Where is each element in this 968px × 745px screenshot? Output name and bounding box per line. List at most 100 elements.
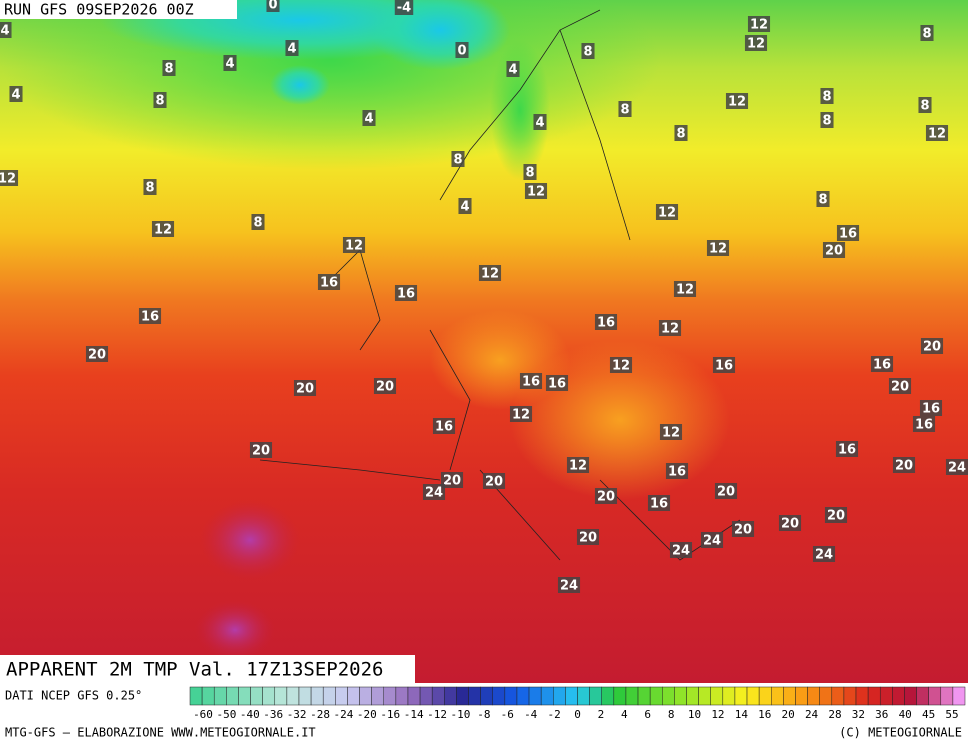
colorbar-tick-label: 14	[735, 708, 749, 721]
label-box	[576, 529, 600, 545]
colorbar-swatch	[637, 686, 651, 706]
contour-label: 20	[597, 490, 615, 505]
contour-label: 8	[164, 62, 173, 77]
run-label: RUN GFS 09SEP2026 00Z	[4, 1, 194, 19]
label-box	[919, 400, 943, 416]
contour-label: 20	[376, 380, 394, 395]
contour-label: 20	[296, 382, 314, 397]
contour-label: 20	[895, 459, 913, 474]
contour-label: 4	[460, 200, 469, 215]
label-box	[455, 42, 469, 58]
contour-label: 16	[435, 420, 453, 435]
label-box	[920, 338, 944, 354]
colorbar-swatch	[879, 686, 893, 706]
contour-label: 8	[818, 193, 827, 208]
colorbar-swatch	[322, 686, 336, 706]
label-box	[581, 43, 595, 59]
colorbar-swatch	[952, 686, 966, 706]
colorbar-swatch	[771, 686, 784, 706]
colorbar-swatch	[226, 686, 239, 706]
label-box	[669, 542, 693, 558]
label-box	[293, 380, 317, 396]
colorbar-swatch	[783, 686, 796, 706]
label-box	[659, 424, 683, 440]
label-box	[162, 60, 176, 76]
contour-label: 12	[728, 95, 746, 110]
colorbar-tick-label: 28	[828, 708, 841, 721]
label-box	[524, 183, 548, 199]
contour-label: -4	[397, 1, 411, 16]
label-box	[912, 416, 936, 432]
contour-label: 16	[141, 310, 159, 325]
colorbar-swatch	[916, 686, 929, 706]
label-box	[836, 225, 860, 241]
contour-label: 12	[709, 242, 727, 257]
colorbar-swatch	[262, 686, 276, 706]
colorbar-tick-label: -16	[380, 708, 400, 721]
contour-label: 20	[485, 475, 503, 490]
label-box	[778, 515, 802, 531]
contour-label: 8	[822, 114, 831, 129]
colorbar-tick-label: -20	[357, 708, 377, 721]
colorbar-swatch	[238, 686, 251, 706]
contour-label: 8	[253, 216, 262, 231]
colorbar-swatch	[613, 686, 627, 706]
contour-label: 8	[676, 127, 685, 142]
colorbar-tick-label: 16	[758, 708, 771, 721]
contour-label: 4	[11, 88, 20, 103]
coastline	[259, 9, 741, 561]
colorbar-swatch	[407, 686, 421, 706]
colorbar-tick-label: -14	[404, 708, 424, 721]
contour-label: 4	[225, 57, 234, 72]
colorbar-swatch	[577, 686, 590, 706]
contour-label: 12	[928, 127, 946, 142]
colorbar-swatch	[250, 686, 263, 706]
colorbar-tick-label: -24	[334, 708, 354, 721]
colorbar-tick-label: -28	[310, 708, 330, 721]
label-box	[812, 546, 836, 562]
label-box	[478, 265, 502, 281]
contour-label: 12	[747, 37, 765, 52]
contour-label: 8	[525, 166, 534, 181]
contour-label: 4	[287, 42, 296, 57]
contour-label: 8	[822, 90, 831, 105]
colorbar-swatch	[940, 686, 954, 706]
colorbar-tick-label: 45	[922, 708, 935, 721]
contour-label: 8	[453, 153, 462, 168]
colorbar-swatch	[335, 686, 348, 706]
colorbar-swatch	[492, 686, 506, 706]
label-box	[731, 521, 755, 537]
colorbar-swatch	[189, 686, 203, 706]
label-box	[920, 25, 934, 41]
colorbar-swatch	[625, 686, 639, 706]
colorbar-swatch	[686, 686, 699, 706]
colorbar-swatch	[734, 686, 748, 706]
contour-label: 16	[320, 276, 338, 291]
contour-label: 20	[734, 523, 752, 538]
colorbar-tick-label: -32	[287, 708, 307, 721]
contour-label: 16	[915, 418, 933, 433]
label-box	[519, 373, 543, 389]
contour-label: 20	[579, 531, 597, 546]
contour-label: 16	[922, 402, 940, 417]
contour-label: 20	[717, 485, 735, 500]
label-box	[373, 378, 397, 394]
label-box	[618, 101, 632, 117]
colorbar-swatch	[419, 686, 433, 706]
contour-label: 20	[781, 517, 799, 532]
contour-label: 24	[672, 544, 690, 559]
label-box	[744, 35, 768, 51]
contour-label: 20	[88, 348, 106, 363]
contour-label: 12	[658, 206, 676, 221]
header-box	[0, 0, 237, 19]
colorbar-tick-label: 55	[945, 708, 958, 721]
colorbar-tick-label: -36	[263, 708, 283, 721]
label-box	[138, 308, 162, 324]
colorbar-swatch	[395, 686, 409, 706]
colorbar-swatch	[371, 686, 384, 706]
contour-label: 16	[668, 465, 686, 480]
colorbar-swatch	[286, 686, 300, 706]
colorbar-tick-label: 32	[852, 708, 865, 721]
label-box	[0, 22, 12, 38]
